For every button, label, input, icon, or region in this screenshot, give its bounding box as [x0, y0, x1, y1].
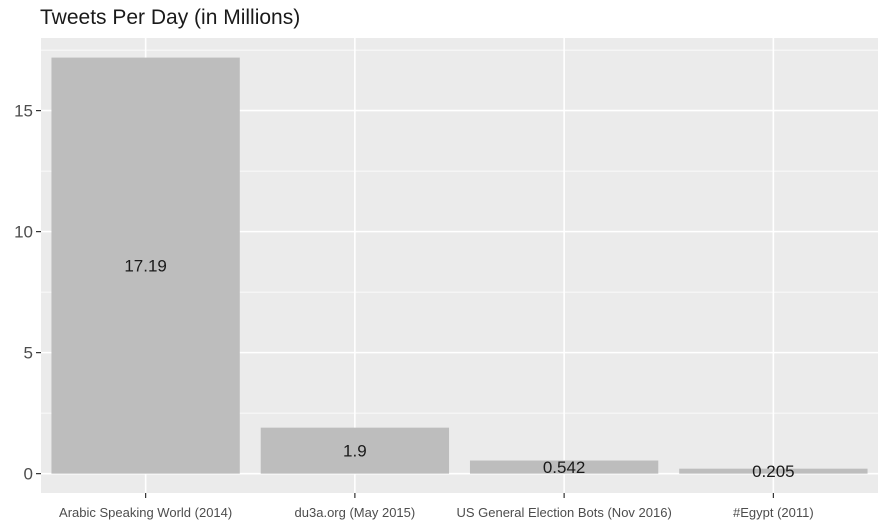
bar	[679, 468, 868, 474]
chart-title: Tweets Per Day (in Millions)	[40, 6, 301, 29]
x-category-label: Arabic Speaking World (2014)	[59, 505, 232, 520]
data-label: 1.9	[343, 442, 367, 461]
x-category-label: du3a.org (May 2015)	[295, 505, 416, 520]
bar	[51, 57, 240, 474]
y-tick-label: 5	[24, 344, 33, 363]
data-label: 0.542	[543, 458, 586, 477]
y-tick-label: 0	[24, 465, 33, 484]
data-label: 17.19	[124, 257, 167, 276]
bar	[260, 427, 450, 474]
data-label: 0.205	[752, 462, 795, 481]
y-tick-label: 15	[14, 102, 33, 121]
y-tick-label: 10	[14, 223, 33, 242]
x-category-label: US General Election Bots (Nov 2016)	[456, 505, 671, 520]
x-category-label: #Egypt (2011)	[733, 505, 814, 520]
bar	[469, 460, 659, 474]
